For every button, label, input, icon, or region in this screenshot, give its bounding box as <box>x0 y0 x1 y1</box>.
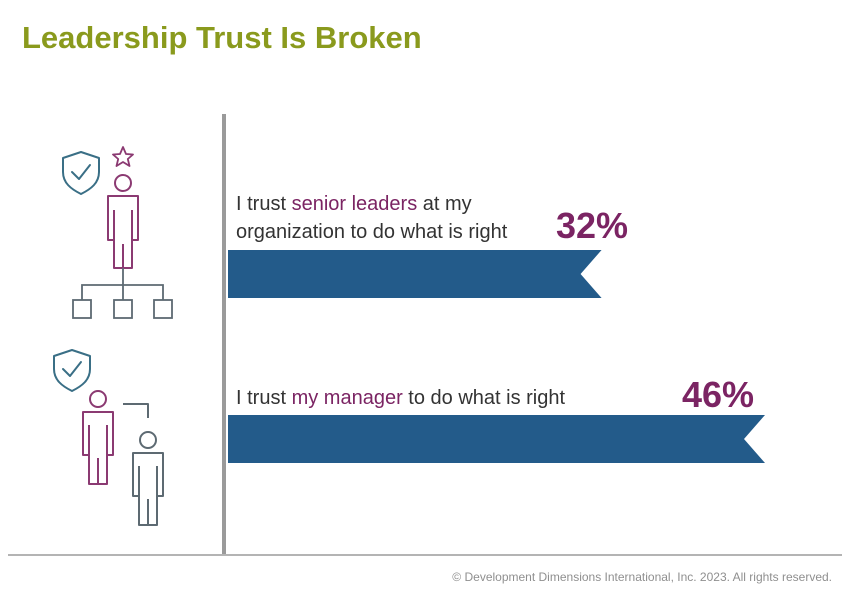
row-2-label-highlight: my manager <box>291 387 403 409</box>
row-1-label-post: at my <box>417 193 472 215</box>
bar-2 <box>228 415 765 463</box>
row-1-label-line2: organization to do what is right <box>236 221 508 243</box>
shield-check-icon <box>62 151 100 195</box>
person-icon <box>107 174 139 269</box>
star-icon <box>112 146 134 167</box>
row-1-label: I trust senior leaders at my organizatio… <box>236 190 507 246</box>
chart-title: Leadership Trust Is Broken <box>22 20 422 55</box>
axis-divider <box>222 114 226 556</box>
row-1-label-pre: I trust <box>236 193 292 215</box>
row-2-percent: 46% <box>682 374 755 415</box>
shield-check-icon <box>53 349 91 392</box>
org-chart-icon <box>72 268 173 319</box>
copyright-footer: © Development Dimensions International, … <box>452 570 832 584</box>
baseline-divider <box>8 554 842 556</box>
row-2-label-post: to do what is right <box>402 387 566 409</box>
manager-employee-icon <box>82 390 164 526</box>
row-1-label-highlight: senior leaders <box>291 193 418 215</box>
row-2-label-pre: I trust <box>236 387 292 409</box>
row-1-percent: 32% <box>556 205 629 246</box>
row-2-label: I trust my manager to do what is right <box>236 384 565 412</box>
bar-1 <box>228 250 602 298</box>
